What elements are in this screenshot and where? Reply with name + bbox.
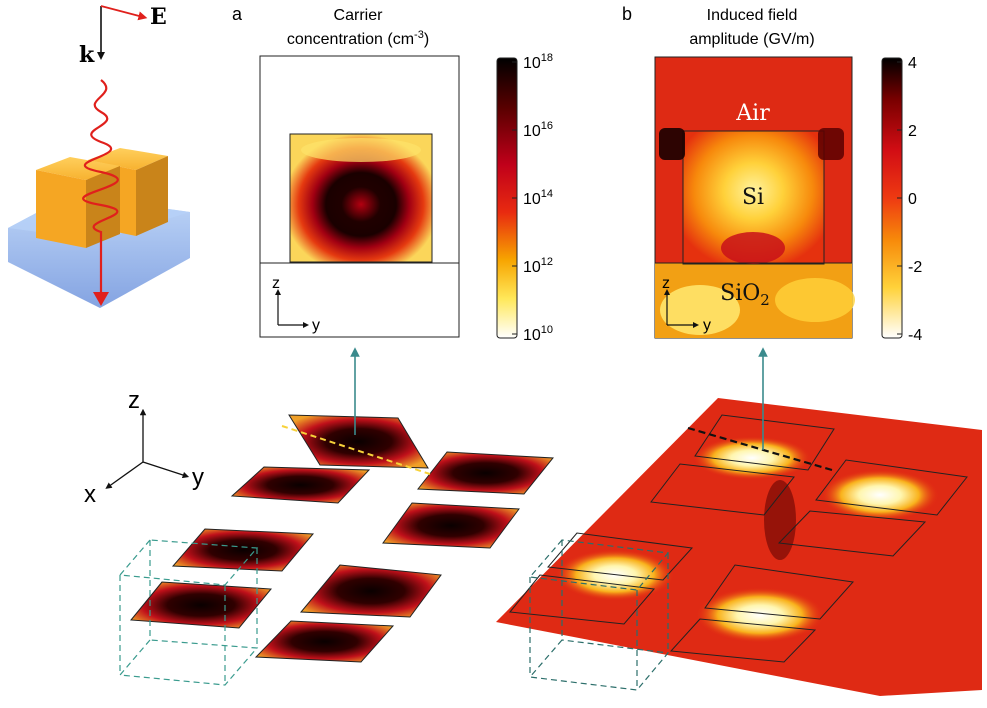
axis3d-z-label: z [128, 387, 140, 414]
incident-schematic: E k [8, 4, 190, 308]
colorbar-b-tick-label-4: -4 [908, 327, 922, 344]
unit-cell-b [528, 539, 670, 691]
cube-back-side [136, 156, 168, 236]
region-si-label: Si [742, 185, 764, 210]
colorbar-a-tick-label-1: 1016 [523, 120, 553, 140]
e-label: E [150, 4, 167, 30]
cube-front-side [86, 166, 120, 248]
axis3d-x-label: x [84, 481, 96, 508]
k-label: k [79, 42, 95, 68]
colorbar-b-tick-label-0: 4 [908, 55, 917, 72]
field-substrate-glow2 [775, 278, 855, 322]
region-sio2-label: SiO2 [720, 281, 770, 309]
axis3d-y-arrow [142, 461, 190, 479]
plate-a4 [382, 502, 520, 549]
a-axis-z-label: z [272, 275, 280, 292]
panel-b-title-line1: Induced field [707, 7, 798, 24]
unit-cell-a [118, 539, 259, 686]
colorbar-b-tick-label-3: -2 [908, 259, 922, 276]
plate-a2 [230, 466, 371, 504]
colorbar-a-tick-label-4: 1010 [523, 324, 553, 344]
plate-a6 [130, 581, 273, 629]
panel-a: a Carrier concentration (cm-3) z y 10181… [232, 4, 553, 344]
plate-a5 [171, 528, 315, 572]
a-axis-y-label: y [312, 317, 320, 334]
colorbar-a-ticks: 1018 1016 1014 1012 1010 [512, 52, 553, 344]
field-substrate-glow [660, 285, 740, 335]
slab-hot2 [820, 469, 940, 521]
cut-line-b [687, 426, 833, 472]
wave-path [82, 79, 119, 300]
colorbar-b-tick-label-1: 2 [908, 123, 917, 140]
panel-a-letter: a [232, 4, 243, 24]
colorbar-a-tick-label-3: 1012 [523, 256, 553, 276]
carrier-plates-3d [118, 347, 554, 686]
wave-arrowhead [93, 292, 109, 306]
region-air-label: Air [735, 101, 770, 126]
plate-a1 [288, 414, 429, 469]
carrier-top-band [301, 138, 421, 162]
cube-front-top [36, 157, 120, 180]
slab-outlines [509, 414, 968, 663]
panel-a-title-line1: Carrier [334, 7, 384, 24]
colorbar-b-tick-label-2: 0 [908, 191, 917, 208]
field-hotspot-right [818, 128, 844, 160]
slab-hot4 [695, 587, 825, 643]
field-hotspot-left [659, 128, 685, 160]
plate-a8 [254, 620, 395, 663]
colorbar-b-ticks: 4 2 0 -2 -4 [897, 55, 922, 344]
axes-3d: z y x [84, 387, 204, 508]
cube-front-front [36, 170, 86, 248]
axis3d-y-label: y [192, 464, 204, 491]
slab-dark-seam [764, 480, 796, 560]
colorbar-a-tick-label-2: 1014 [523, 188, 553, 208]
plate-a7 [299, 564, 442, 618]
panel-b-letter: b [622, 4, 632, 24]
colorbar-a-tick-label-0: 1018 [523, 52, 553, 72]
plate-a3 [417, 451, 554, 495]
panel-b-title-line2: amplitude (GV/m) [689, 31, 814, 48]
panel-a-title-line2: concentration (cm-3) [287, 29, 429, 48]
e-field-arrow [100, 5, 148, 21]
b-axis-y-label: y [703, 317, 711, 334]
axis3d-x-arrow [105, 461, 144, 489]
b-axis-z-label: z [662, 275, 670, 292]
cut-line-a [281, 425, 431, 475]
panel-b: b Induced field amplitude (GV/m) Air Si … [622, 4, 922, 344]
field-si-bottom [721, 232, 785, 264]
field-slab-3d [496, 347, 982, 696]
